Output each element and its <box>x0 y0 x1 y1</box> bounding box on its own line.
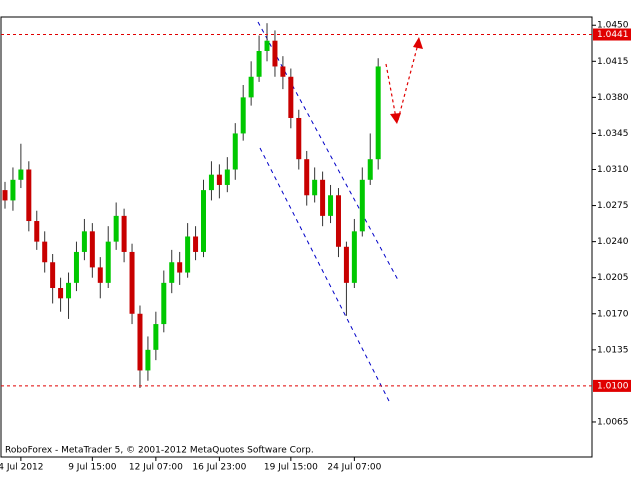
candle-body <box>153 324 159 350</box>
candle-body <box>34 221 40 242</box>
copyright: RoboForex - MetaTrader 5, © 2001-2012 Me… <box>5 446 314 456</box>
y-tick-label: 1.0310 <box>597 165 629 175</box>
candle-body <box>113 215 119 242</box>
candle-body <box>320 179 326 216</box>
y-tick-label: 1.0345 <box>597 129 629 139</box>
candle-body <box>145 349 151 371</box>
candle-body <box>343 246 349 283</box>
candle-body <box>304 159 310 196</box>
candle-body <box>280 66 286 77</box>
candle-body <box>248 76 254 98</box>
candle-body <box>10 179 16 201</box>
candle-body <box>375 66 381 160</box>
candle-body <box>328 195 334 216</box>
arrow-head <box>390 113 401 124</box>
level-label-box <box>593 379 631 392</box>
candle-body <box>264 40 270 52</box>
x-tick-label: 9 Jul 15:00 <box>68 463 117 473</box>
candle-body <box>169 262 175 283</box>
candle-body <box>185 236 191 273</box>
candle-body <box>89 231 95 268</box>
candle-body <box>2 190 8 201</box>
x-tick-label: 4 Jul 2012 <box>0 463 43 473</box>
candle-body <box>58 288 64 299</box>
y-tick-label: 1.0205 <box>597 273 629 283</box>
candle-body <box>224 169 230 185</box>
candle-body <box>193 236 199 252</box>
plot-area <box>0 16 593 458</box>
candle-body <box>177 262 183 273</box>
candle-body <box>50 262 56 289</box>
candle-body <box>288 76 294 118</box>
candle-body <box>42 241 48 263</box>
channel-line <box>257 21 399 281</box>
y-tick-label: 1.0380 <box>597 93 629 103</box>
candle-body <box>129 251 135 314</box>
x-tick-label: 16 Jul 23:00 <box>192 463 246 473</box>
y-tick-label: 1.0135 <box>597 345 629 355</box>
candle-body <box>121 215 127 252</box>
y-tick-label: 1.0065 <box>597 417 629 427</box>
x-tick-label: 12 Jul 07:00 <box>129 463 183 473</box>
candle-body <box>66 282 72 299</box>
candle-body <box>335 195 341 247</box>
candle-body <box>18 169 24 180</box>
candle-body <box>97 267 103 283</box>
trend-lines <box>257 21 399 404</box>
candle-body <box>312 179 318 196</box>
level-label: 1.0100 <box>597 381 629 391</box>
candle-body <box>105 241 111 283</box>
forecast-arrows <box>385 37 423 124</box>
candle-body <box>272 40 278 67</box>
candle-body <box>137 313 143 371</box>
x-tick-label: 24 Jul 07:00 <box>327 463 381 473</box>
candle-body <box>161 282 167 325</box>
y-tick-label: 1.0170 <box>597 309 629 319</box>
x-tick-label: 19 Jul 15:00 <box>264 463 318 473</box>
candle-body <box>296 117 302 160</box>
candle-body <box>81 231 87 252</box>
level-label-box <box>593 28 631 41</box>
y-tick-label: 1.0275 <box>597 201 629 211</box>
candle-body <box>73 251 79 283</box>
level-label: 1.0441 <box>597 30 629 40</box>
candle-body <box>359 179 365 232</box>
candle-body <box>26 169 32 222</box>
candle-body <box>216 174 222 185</box>
candle-body <box>208 174 214 191</box>
candle-body <box>351 231 357 283</box>
y-tick-label: 1.0240 <box>597 237 629 247</box>
y-tick-label: 1.0415 <box>597 57 629 67</box>
candle-body <box>367 159 373 180</box>
y-tick-label: 1.0450 <box>597 21 629 31</box>
forecast-arrow <box>397 43 419 121</box>
candle-body <box>232 133 238 170</box>
candle-body <box>240 97 246 134</box>
candle-body <box>201 190 206 252</box>
candle-body <box>256 51 262 77</box>
arrow-head <box>413 37 423 49</box>
